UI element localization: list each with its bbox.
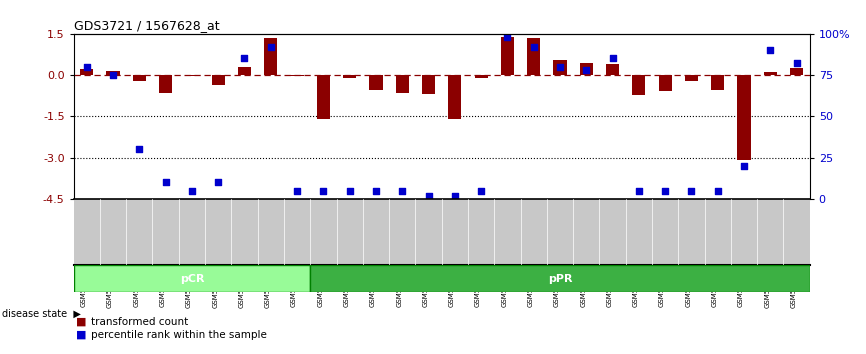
- Point: [132, 147, 146, 152]
- Point: [475, 188, 488, 194]
- Bar: [764, 72, 777, 75]
- Bar: [606, 64, 619, 75]
- Text: GDS3721 / 1567628_at: GDS3721 / 1567628_at: [74, 19, 219, 33]
- Bar: [553, 60, 566, 75]
- Point: [316, 188, 330, 194]
- Text: disease state  ▶: disease state ▶: [2, 308, 81, 318]
- Point: [369, 188, 383, 194]
- Point: [501, 34, 514, 40]
- Point: [448, 193, 462, 199]
- Point: [763, 47, 777, 53]
- Bar: [396, 75, 409, 93]
- Text: pPR: pPR: [547, 274, 572, 284]
- Bar: [370, 75, 383, 90]
- Bar: [449, 75, 462, 119]
- Bar: [579, 63, 593, 75]
- Point: [632, 188, 646, 194]
- Text: ■: ■: [76, 330, 87, 339]
- Point: [684, 188, 698, 194]
- Bar: [107, 71, 120, 75]
- Bar: [310, 265, 810, 292]
- Point: [237, 56, 251, 61]
- Point: [395, 188, 409, 194]
- Point: [158, 179, 172, 185]
- Text: ■: ■: [76, 317, 87, 327]
- Bar: [711, 75, 724, 90]
- Bar: [290, 75, 304, 76]
- Point: [80, 64, 94, 69]
- Point: [343, 188, 357, 194]
- Bar: [185, 75, 198, 76]
- Bar: [632, 75, 645, 95]
- Point: [579, 67, 593, 73]
- Text: percentile rank within the sample: percentile rank within the sample: [91, 330, 267, 339]
- Bar: [422, 75, 435, 94]
- Point: [658, 188, 672, 194]
- Bar: [475, 75, 488, 78]
- Point: [711, 188, 725, 194]
- Point: [211, 179, 225, 185]
- Bar: [132, 75, 145, 81]
- Point: [737, 163, 751, 169]
- Bar: [527, 38, 540, 75]
- Bar: [501, 37, 514, 75]
- Bar: [658, 75, 672, 91]
- Bar: [211, 75, 225, 85]
- Point: [107, 72, 120, 78]
- Point: [790, 61, 804, 66]
- Point: [290, 188, 304, 194]
- Bar: [81, 69, 94, 75]
- Bar: [790, 68, 803, 75]
- Bar: [159, 75, 172, 93]
- Point: [553, 64, 567, 69]
- Point: [422, 193, 436, 199]
- Bar: [74, 265, 310, 292]
- Text: transformed count: transformed count: [91, 317, 188, 327]
- Point: [264, 44, 278, 50]
- Bar: [264, 38, 277, 75]
- Point: [527, 44, 540, 50]
- Bar: [343, 75, 356, 78]
- Bar: [317, 75, 330, 119]
- Bar: [685, 75, 698, 81]
- Point: [605, 56, 619, 61]
- Point: [185, 188, 199, 194]
- Text: pCR: pCR: [179, 274, 204, 284]
- Bar: [738, 75, 751, 160]
- Bar: [238, 67, 251, 75]
